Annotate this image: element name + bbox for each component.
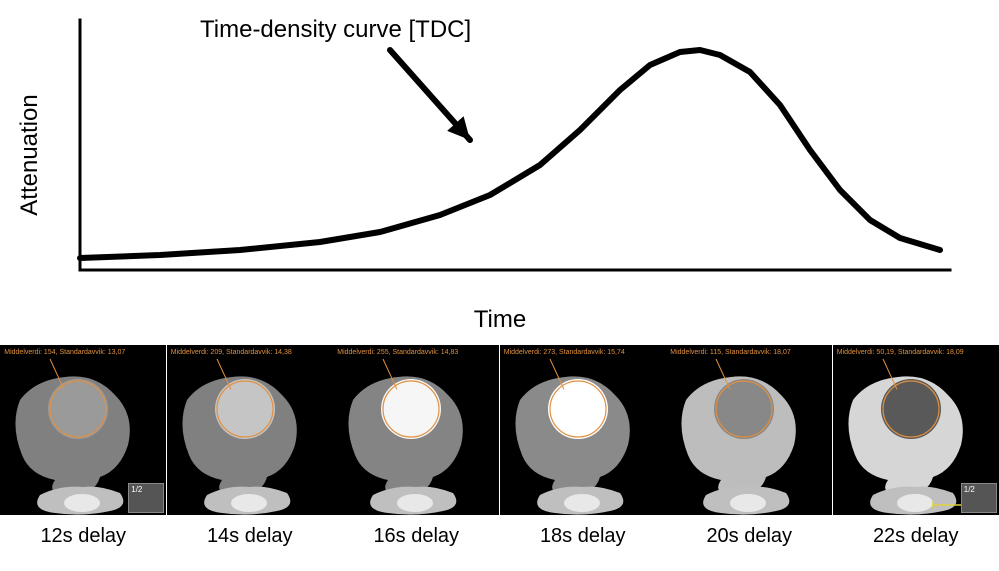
ct-delay-label: 12s delay <box>40 525 126 548</box>
tdc-chart: Attenuation Time Time-density curve [TDC… <box>40 10 960 300</box>
ct-image: Middelverdi: 209, Standardavvik: 14,38 <box>167 345 333 515</box>
ct-delay-label: 18s delay <box>540 525 626 548</box>
tdc-annotation-label: Time-density curve [TDC] <box>200 16 471 44</box>
ct-frame: Middelverdi: 273, Standardavvik: 15,74 18… <box>500 345 667 548</box>
ct-image: Middelverdi: 50,19, Standardavvik: 18,09… <box>833 345 999 515</box>
ct-delay-label: 20s delay <box>706 525 792 548</box>
ct-series-inset: 1/2 <box>961 483 997 513</box>
tdc-chart-svg <box>40 10 960 300</box>
y-axis-label: Attenuation <box>16 94 44 215</box>
ct-delay-label: 22s delay <box>873 525 959 548</box>
ct-frame: Middelverdi: 255, Standardavvik: 14,83 16… <box>333 345 500 548</box>
ct-series-inset: 1/2 <box>128 483 164 513</box>
ct-frame: Middelverdi: 154, Standardavvik: 13,071/… <box>0 345 167 548</box>
ct-delay-label: 14s delay <box>207 525 293 548</box>
figure-root: Attenuation Time Time-density curve [TDC… <box>0 0 999 571</box>
ct-frame: Middelverdi: 115, Standardavvik: 18,07 20… <box>666 345 833 548</box>
ct-image: Middelverdi: 273, Standardavvik: 15,74 <box>500 345 666 515</box>
ct-image: Middelverdi: 154, Standardavvik: 13,071/… <box>0 345 166 515</box>
x-axis-label: Time <box>474 306 526 334</box>
ct-image-strip: Middelverdi: 154, Standardavvik: 13,071/… <box>0 345 999 548</box>
ct-frame: Middelverdi: 209, Standardavvik: 14,38 14… <box>167 345 334 548</box>
ct-image: Middelverdi: 115, Standardavvik: 18,07 <box>666 345 832 515</box>
ct-image: Middelverdi: 255, Standardavvik: 14,83 <box>333 345 499 515</box>
ct-frame: Middelverdi: 50,19, Standardavvik: 18,09… <box>833 345 999 548</box>
ct-delay-label: 16s delay <box>373 525 459 548</box>
